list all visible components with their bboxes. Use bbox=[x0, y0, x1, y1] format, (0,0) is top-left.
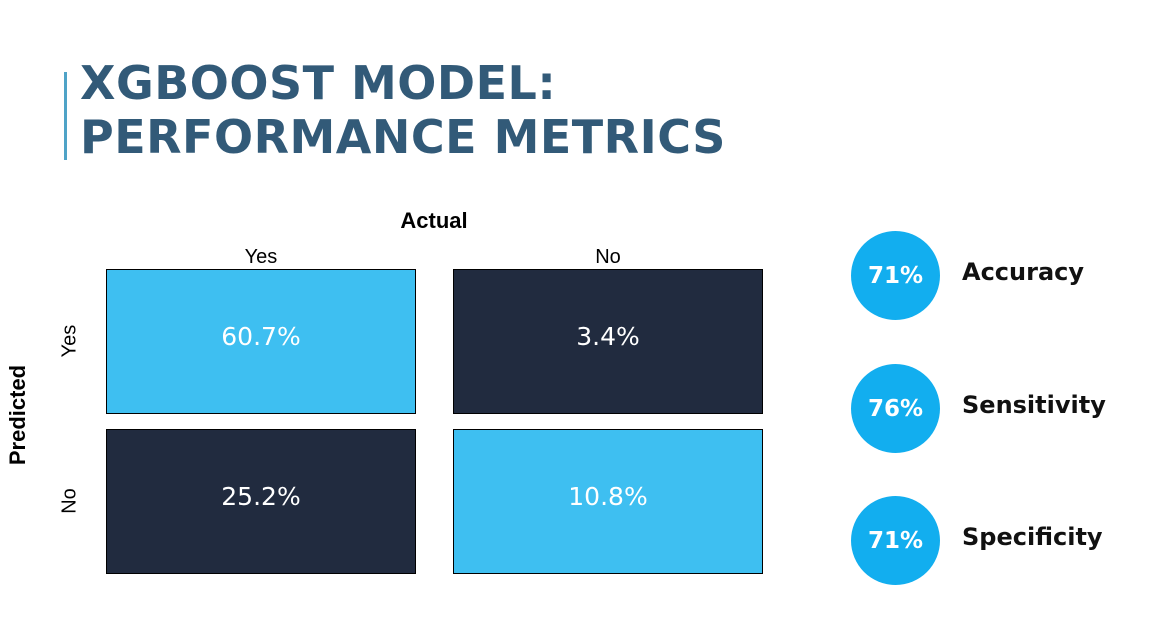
accuracy-badge: 71% bbox=[851, 231, 940, 320]
cell-value-label: 10.8% bbox=[568, 482, 648, 511]
y-tick-yes: Yes bbox=[58, 324, 81, 358]
cell-value-label: 60.7% bbox=[221, 322, 301, 351]
cell-predicted-yes-actual-no: 3.4% bbox=[453, 269, 763, 414]
cell-value-label: 25.2% bbox=[221, 482, 301, 511]
sensitivity-value: 76% bbox=[867, 395, 924, 422]
sensitivity-badge: 76% bbox=[851, 364, 940, 453]
page-title-line-1: XGBOOST MODEL: bbox=[80, 56, 557, 110]
sensitivity-label: Sensitivity bbox=[962, 391, 1106, 419]
y-axis-title: Predicted bbox=[5, 364, 30, 466]
x-tick-no: No bbox=[595, 246, 621, 268]
cell-predicted-no-actual-no: 10.8% bbox=[453, 429, 763, 574]
cell-value-label: 3.4% bbox=[576, 322, 640, 351]
y-tick-no: No bbox=[58, 488, 81, 514]
title-accent-bar bbox=[64, 72, 67, 160]
specificity-value: 71% bbox=[867, 527, 924, 554]
page-title-line-2: PERFORMANCE METRICS bbox=[80, 110, 726, 164]
specificity-label: Specificity bbox=[962, 523, 1103, 551]
x-tick-yes: Yes bbox=[244, 246, 278, 268]
x-axis-title: Actual bbox=[400, 208, 468, 233]
specificity-badge: 71% bbox=[851, 496, 940, 585]
accuracy-label: Accuracy bbox=[962, 258, 1085, 286]
cell-predicted-no-actual-yes: 25.2% bbox=[106, 429, 416, 574]
page-title: XGBOOST MODEL: PERFORMANCE METRICS bbox=[80, 56, 726, 164]
accuracy-value: 71% bbox=[867, 262, 924, 289]
cell-predicted-yes-actual-yes: 60.7% bbox=[106, 269, 416, 414]
